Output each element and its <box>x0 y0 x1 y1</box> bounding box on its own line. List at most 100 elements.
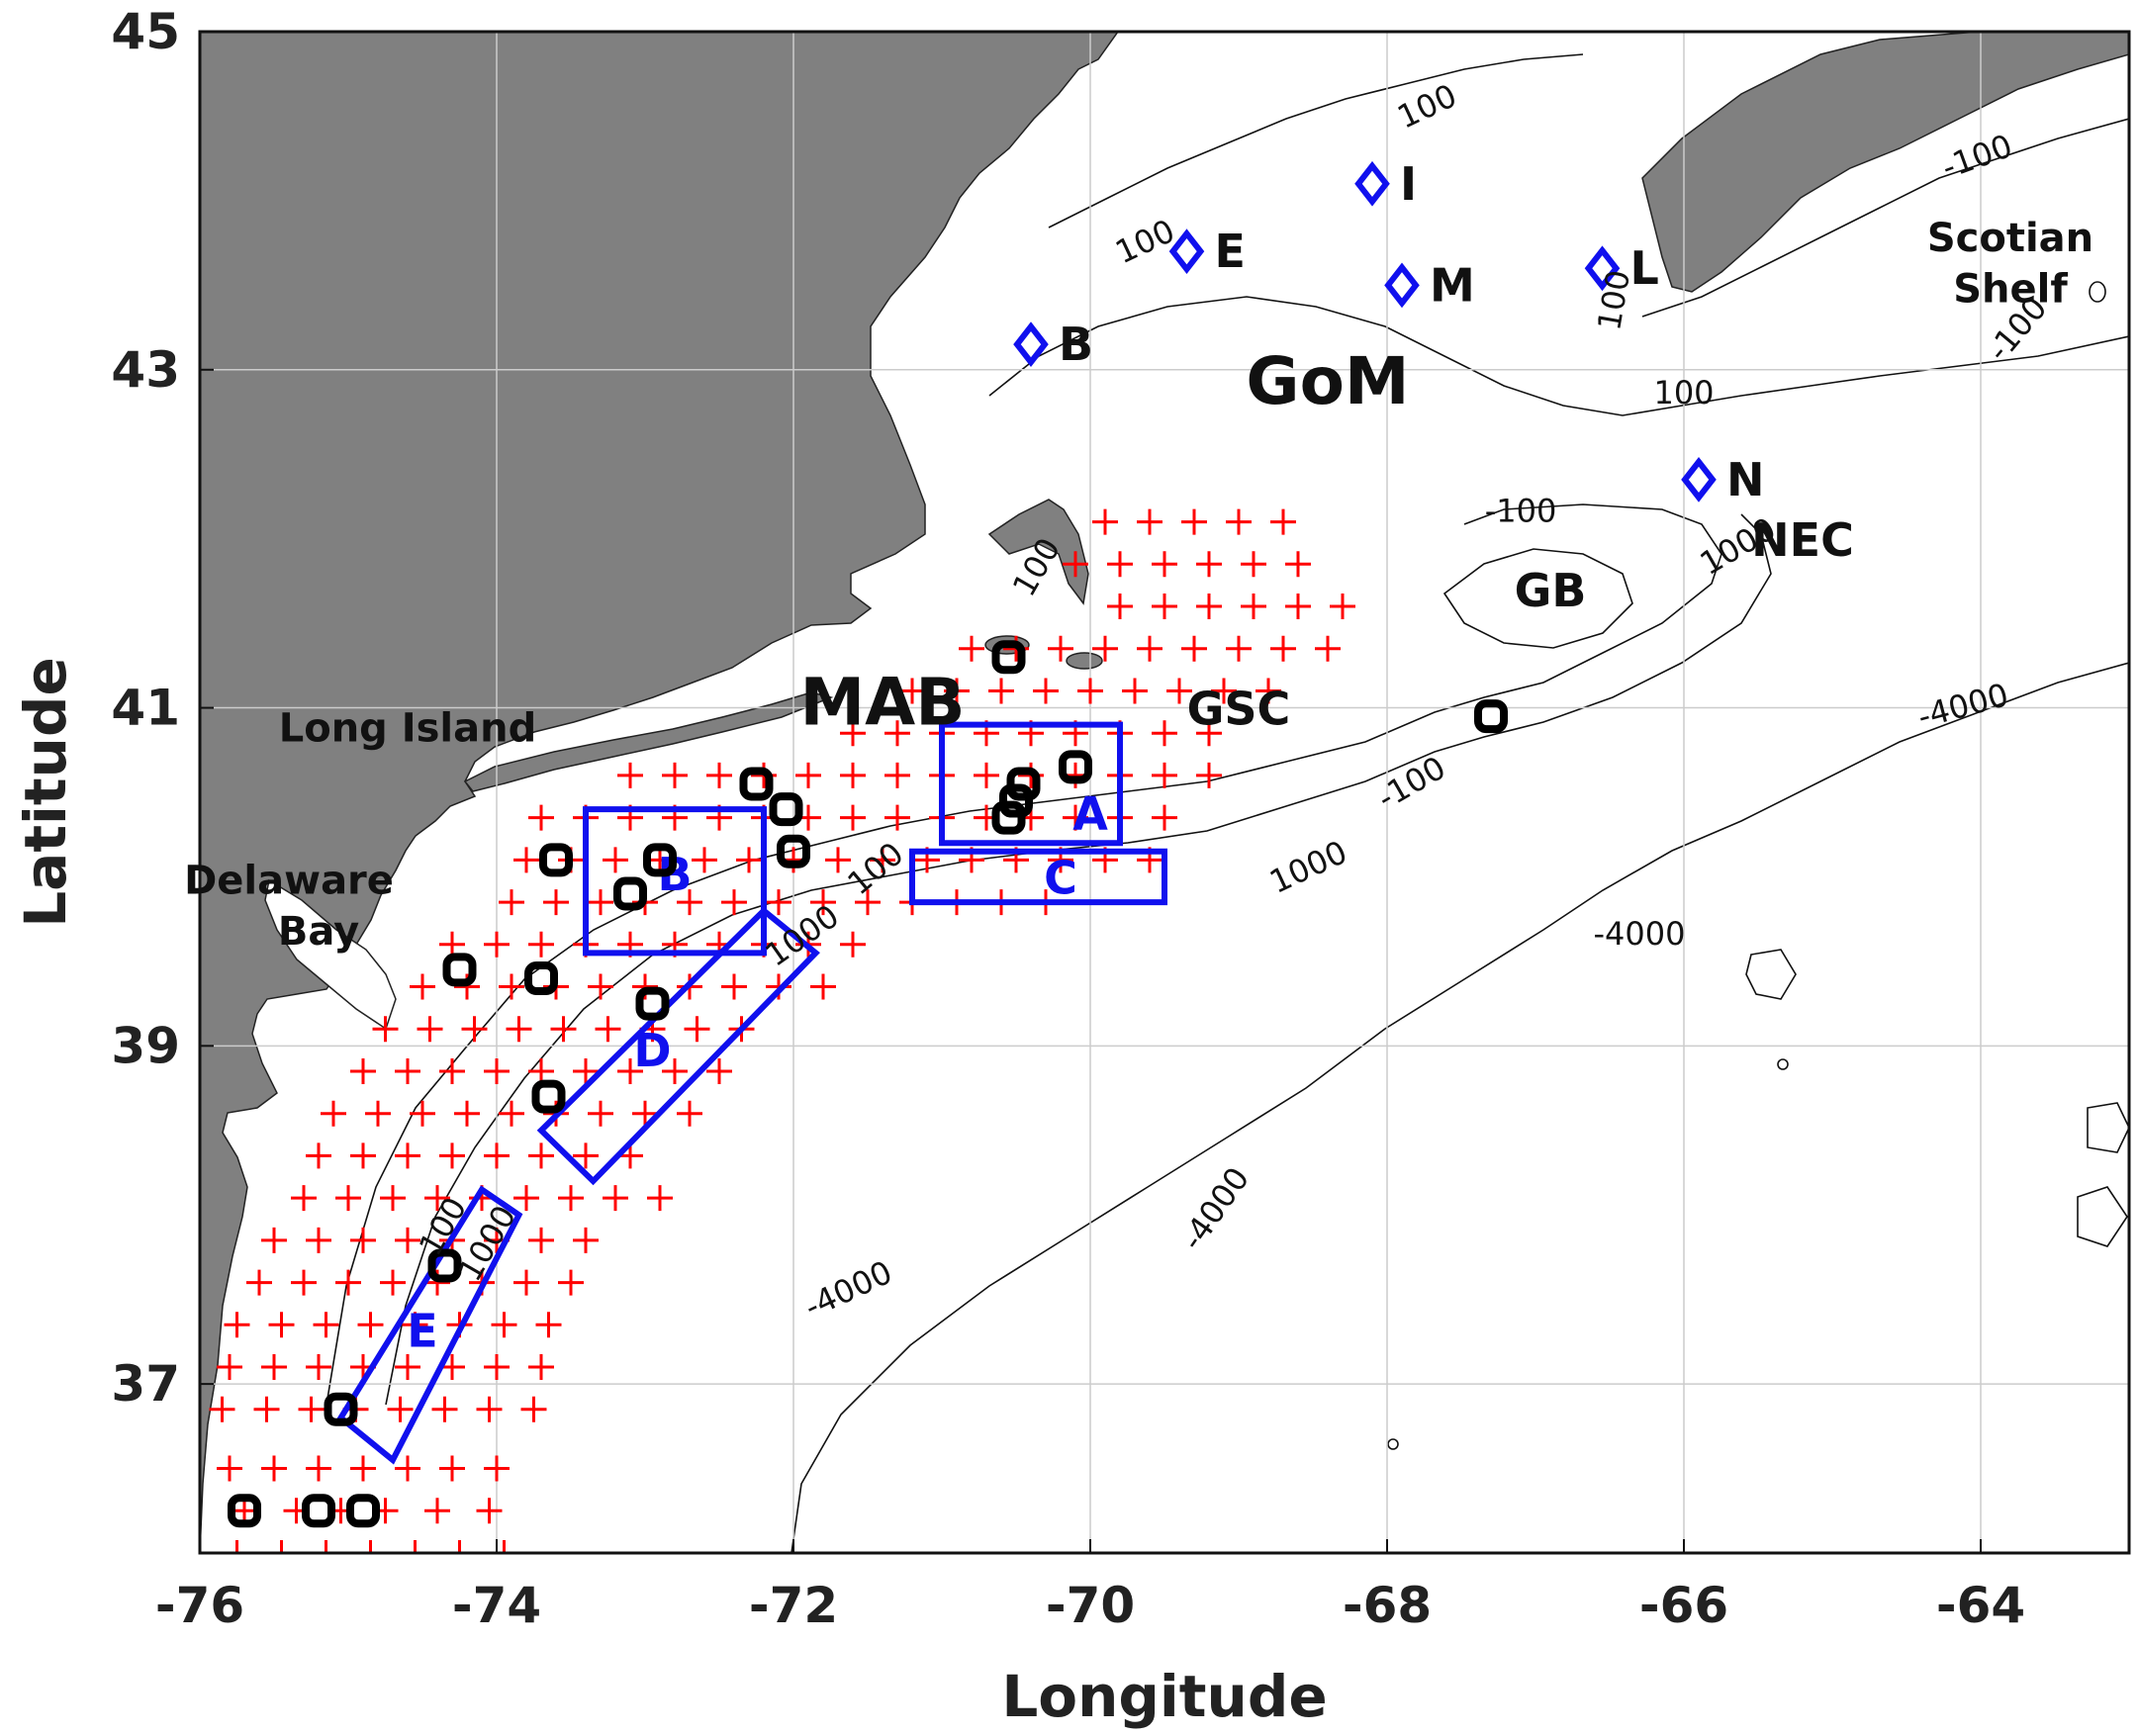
grid-point-marker <box>558 1185 584 1212</box>
station-diamond-marker <box>1354 160 1390 207</box>
grid-point-marker <box>840 762 866 788</box>
grid-point-marker <box>461 1016 488 1043</box>
grid-point-marker <box>1196 594 1222 620</box>
grid-point-marker <box>291 1269 317 1296</box>
grid-point-marker <box>528 1057 554 1084</box>
x-tick-label: -72 <box>749 1577 838 1634</box>
grid-point-marker <box>261 1455 287 1482</box>
bathymetry-contours <box>326 53 2129 1553</box>
y-tick-label: 41 <box>111 680 180 737</box>
grid-point-marker <box>424 1185 450 1212</box>
grid-point-marker <box>520 1396 547 1422</box>
grid-point-marker <box>1152 594 1177 620</box>
grid-point-marker <box>706 762 732 788</box>
grid-point-marker <box>573 1142 599 1169</box>
study-box-label: A <box>1072 787 1108 841</box>
grid-point-marker <box>246 1269 272 1296</box>
study-box-label: E <box>407 1305 437 1358</box>
grid-point-marker <box>840 931 866 958</box>
grid-point-marker <box>424 1498 450 1524</box>
grid-point-marker <box>224 1540 250 1553</box>
grid-point-marker <box>454 1100 480 1127</box>
region-label: GSC <box>1187 683 1291 736</box>
grid-point-marker <box>439 931 465 958</box>
plot-frame <box>198 30 2131 1555</box>
grid-point-marker <box>410 1100 435 1127</box>
grid-point-marker <box>357 1312 384 1338</box>
station-label: I <box>1400 157 1417 211</box>
grid-point-marker <box>1196 720 1222 747</box>
grid-point-marker <box>484 1354 510 1381</box>
grid-point-marker <box>431 1396 458 1422</box>
buoy-marker <box>1006 767 1041 801</box>
grid-point-marker <box>1270 635 1296 662</box>
grid-point-marker <box>573 1057 599 1084</box>
grid-point-marker <box>306 1142 331 1169</box>
grid-point-marker <box>528 1142 554 1169</box>
x-tick-label: -64 <box>1936 1577 2025 1634</box>
study-boxes: AB CDE <box>336 721 1167 1465</box>
grid-point-marker <box>380 1185 406 1212</box>
grid-point-marker <box>884 720 910 747</box>
land-mass <box>200 32 2129 1553</box>
grid-point-marker <box>706 1057 732 1084</box>
x-tick-label: -74 <box>452 1577 541 1634</box>
grid-point-marker <box>959 635 984 662</box>
grid-point-marker <box>484 1142 510 1169</box>
grid-point-marker <box>372 1016 399 1043</box>
region-label: Bay <box>278 909 359 955</box>
buoy-marker <box>635 986 670 1021</box>
grid-point-marker <box>1152 551 1177 578</box>
buoy-marker <box>739 767 774 801</box>
grid-point-marker <box>550 1016 577 1043</box>
grid-point-marker <box>395 1057 420 1084</box>
x-axis-label: Longitude <box>1001 1663 1327 1730</box>
grid-point-marker <box>350 1227 376 1253</box>
grid-point-marker <box>1107 594 1133 620</box>
buoy-marker <box>1474 699 1508 734</box>
region-label: Delaware <box>184 859 394 904</box>
grid-point-marker <box>558 1269 584 1296</box>
grid-point-marker <box>217 1455 242 1482</box>
grid-point-marker <box>1092 635 1118 662</box>
grid-point-marker <box>268 1312 295 1338</box>
grid-point-marker <box>499 1100 524 1127</box>
grid-point-marker <box>721 889 747 916</box>
station-label: N <box>1726 453 1765 506</box>
grid-point-marker <box>825 847 851 873</box>
buoy-marker <box>531 1079 566 1114</box>
station-label: M <box>1430 258 1475 312</box>
grid-point-marker <box>513 1269 539 1296</box>
grid-point-marker <box>306 1354 331 1381</box>
contour-seamount-2 <box>2087 1102 2129 1153</box>
buoy-marker <box>613 876 647 911</box>
grid-point-marker <box>1048 635 1073 662</box>
y-tick-label: 37 <box>111 1355 180 1413</box>
region-label: GoM <box>1246 343 1409 419</box>
grid-point-marker <box>870 847 895 873</box>
region-label: NEC <box>1751 513 1854 567</box>
grid-point-marker <box>446 1540 473 1553</box>
buoy-marker <box>643 843 677 877</box>
grid-point-marker <box>1152 762 1177 788</box>
buoy-markers <box>228 640 1508 1528</box>
grid-point-marker <box>439 1142 465 1169</box>
contour-gom-inner <box>988 296 2129 416</box>
grid-point-marker <box>588 889 613 916</box>
grid-point-marker <box>795 762 821 788</box>
station-markers: B E IM L N <box>1013 157 1765 506</box>
grid-point-marker <box>573 1227 599 1253</box>
grid-point-marker <box>306 1455 331 1482</box>
grid-point-marker <box>402 1312 428 1338</box>
grid-point-marker <box>1226 508 1252 535</box>
grid-point-marker <box>1241 594 1266 620</box>
buoy-marker <box>324 1392 358 1426</box>
study-box-d <box>536 906 820 1186</box>
grid-point-marker <box>306 1227 331 1253</box>
study-box-a <box>939 721 1123 847</box>
grid-point-marker <box>395 1227 420 1253</box>
grid-point-marker <box>410 973 435 1000</box>
station-label: B <box>1059 318 1093 371</box>
grid-point-marker <box>217 1354 242 1381</box>
grid-point-marker <box>484 1057 510 1084</box>
